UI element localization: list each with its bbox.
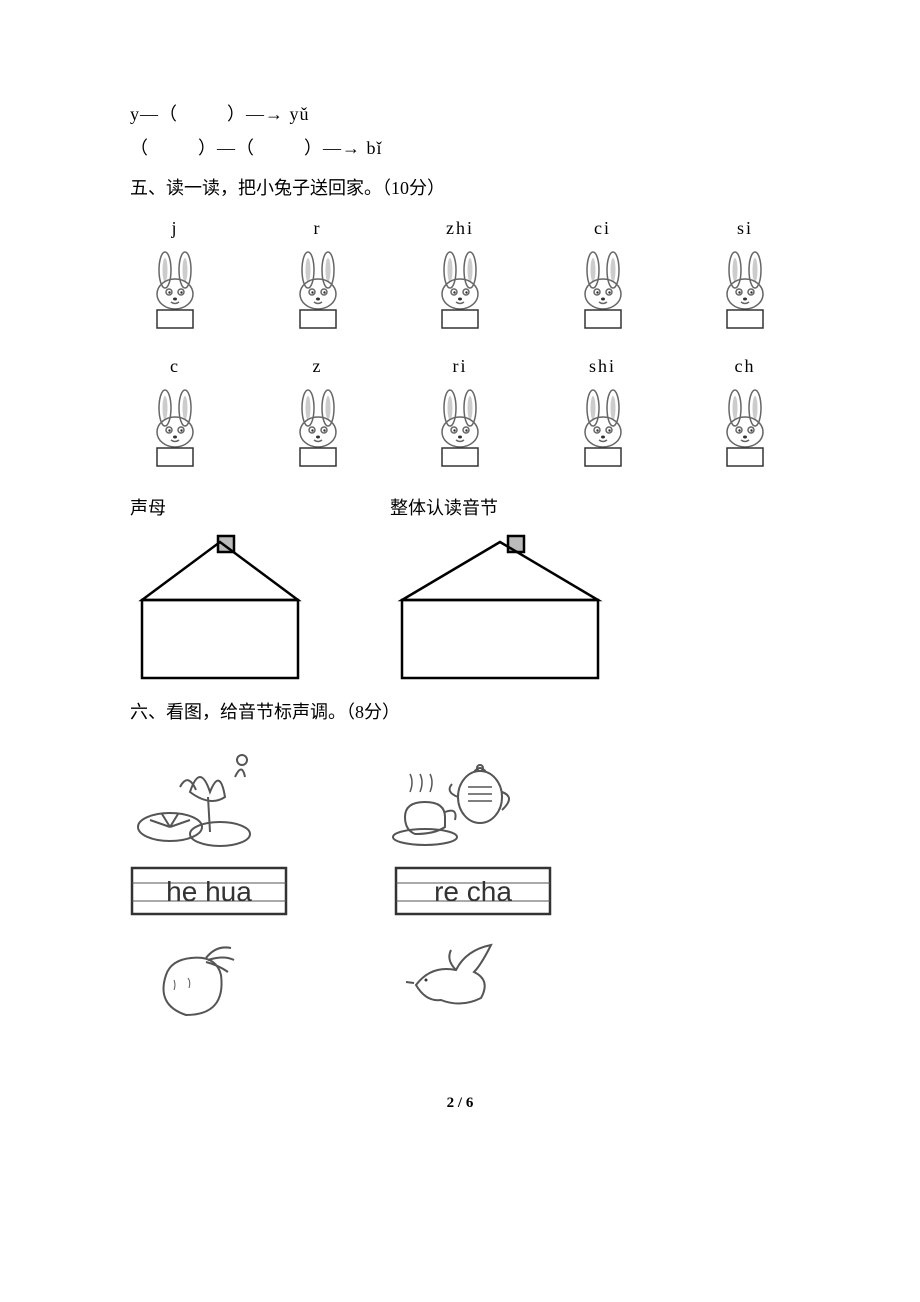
category-row: 声母 整体认读音节 (130, 494, 790, 688)
rabbit-icon (713, 388, 777, 468)
rabbit-icon (428, 388, 492, 468)
rabbit-icon (428, 250, 492, 330)
word-box-hehua: he hua (130, 866, 288, 916)
illustration-row-1 (130, 742, 790, 852)
rabbit-icon (571, 388, 635, 468)
lotus-icon (130, 742, 270, 852)
word2-text: re cha (434, 876, 512, 907)
eq2-d: bǐ (367, 138, 383, 158)
category-right-title: 整体认读音节 (390, 494, 610, 520)
eq1-right: yǔ (290, 104, 310, 124)
rabbit-row-1: j r zhi ci si (130, 218, 790, 330)
eq1-left: y—（ (130, 104, 178, 124)
rabbit-icon (713, 250, 777, 330)
rabbit-label: r (314, 218, 322, 240)
eq1-blank[interactable] (184, 104, 222, 124)
teapot-icon (380, 742, 520, 852)
eq2-a: （ (130, 138, 149, 158)
rabbit-label: zhi (446, 218, 474, 240)
equation-1: y—（ ）—→ yǔ (130, 100, 790, 126)
rabbit-label: j (171, 218, 178, 240)
rabbit-label: ch (735, 356, 756, 378)
house-icon (390, 528, 610, 688)
rabbit-icon (143, 250, 207, 330)
rabbit-row-2: c z ri shi ch (130, 356, 790, 468)
turnip-icon (136, 930, 246, 1025)
rabbit-label: ci (594, 218, 611, 240)
eq1-mid: ）—→ (227, 104, 284, 124)
section-6-title: 六、看图，给音节标声调。（8分） (130, 698, 790, 724)
illustration-row-2 (130, 930, 790, 1025)
rabbit-icon (571, 250, 635, 330)
eq2-blank2[interactable] (261, 138, 299, 158)
page-number: 2 / 6 (130, 1095, 790, 1112)
word-box-row: he hua re cha (130, 866, 790, 916)
rabbit-label: shi (589, 356, 616, 378)
rabbit-icon (143, 388, 207, 468)
rabbit-label: ri (453, 356, 468, 378)
rabbit-label: si (737, 218, 753, 240)
eq2-b: ）—（ (198, 138, 255, 158)
dove-icon (396, 930, 506, 1020)
word-box-recha: re cha (394, 866, 552, 916)
eq2-c: ）—→ (304, 138, 361, 158)
rabbit-label: z (313, 356, 323, 378)
rabbit-icon (286, 250, 350, 330)
equation-2: （ ）—（ ）—→ bǐ (130, 134, 790, 160)
eq2-blank1[interactable] (155, 138, 193, 158)
house-icon (130, 528, 310, 688)
section-5-title: 五、读一读，把小兔子送回家。（10分） (130, 174, 790, 200)
category-left-title: 声母 (130, 494, 310, 520)
word1-text: he hua (166, 876, 252, 907)
rabbit-label: c (170, 356, 180, 378)
rabbit-icon (286, 388, 350, 468)
